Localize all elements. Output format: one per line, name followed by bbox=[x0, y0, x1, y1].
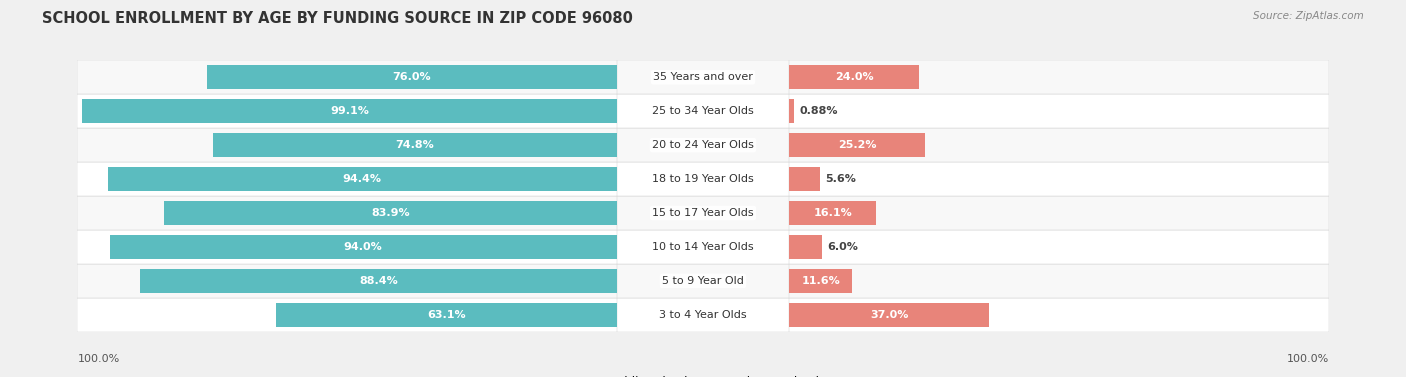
Bar bbox=[789, 196, 1329, 230]
Bar bbox=[141, 269, 617, 293]
Text: 74.8%: 74.8% bbox=[395, 140, 434, 150]
Bar bbox=[789, 264, 1329, 298]
Text: 3 to 4 Year Olds: 3 to 4 Year Olds bbox=[659, 310, 747, 320]
Text: 100.0%: 100.0% bbox=[1286, 354, 1329, 365]
Bar bbox=[789, 162, 1329, 196]
Text: 37.0%: 37.0% bbox=[870, 310, 908, 320]
Text: SCHOOL ENROLLMENT BY AGE BY FUNDING SOURCE IN ZIP CODE 96080: SCHOOL ENROLLMENT BY AGE BY FUNDING SOUR… bbox=[42, 11, 633, 26]
Bar bbox=[789, 94, 1329, 128]
Bar bbox=[77, 94, 617, 128]
Text: 6.0%: 6.0% bbox=[827, 242, 858, 252]
Bar bbox=[82, 99, 617, 123]
Bar bbox=[617, 128, 789, 162]
Bar bbox=[77, 128, 617, 162]
Bar bbox=[617, 196, 789, 230]
Text: 25 to 34 Year Olds: 25 to 34 Year Olds bbox=[652, 106, 754, 116]
Text: 76.0%: 76.0% bbox=[392, 72, 432, 82]
Bar bbox=[277, 303, 617, 326]
Bar bbox=[107, 167, 617, 191]
Bar bbox=[789, 201, 876, 225]
Bar bbox=[789, 298, 1329, 332]
Bar bbox=[617, 264, 789, 298]
Bar bbox=[165, 201, 617, 225]
Bar bbox=[789, 60, 1329, 94]
Bar bbox=[77, 230, 617, 264]
Bar bbox=[617, 162, 789, 196]
Bar bbox=[789, 128, 1329, 162]
Bar bbox=[207, 66, 617, 89]
Text: 25.2%: 25.2% bbox=[838, 140, 876, 150]
Bar bbox=[789, 167, 820, 191]
Bar bbox=[789, 133, 925, 157]
Text: 0.88%: 0.88% bbox=[800, 106, 838, 116]
Bar bbox=[617, 298, 789, 332]
Bar bbox=[789, 303, 988, 326]
Text: 83.9%: 83.9% bbox=[371, 208, 409, 218]
Text: 94.4%: 94.4% bbox=[343, 174, 381, 184]
Bar bbox=[617, 230, 789, 264]
Text: 100.0%: 100.0% bbox=[77, 354, 120, 365]
Text: 88.4%: 88.4% bbox=[359, 276, 398, 286]
Bar bbox=[214, 133, 617, 157]
Bar bbox=[789, 269, 852, 293]
Text: 94.0%: 94.0% bbox=[344, 242, 382, 252]
Text: 16.1%: 16.1% bbox=[813, 208, 852, 218]
Bar bbox=[77, 196, 617, 230]
Bar bbox=[789, 230, 1329, 264]
Text: Source: ZipAtlas.com: Source: ZipAtlas.com bbox=[1253, 11, 1364, 21]
Bar bbox=[617, 60, 789, 94]
Legend: Public School, Private School: Public School, Private School bbox=[582, 371, 824, 377]
Text: 11.6%: 11.6% bbox=[801, 276, 839, 286]
Bar bbox=[789, 66, 918, 89]
Bar bbox=[77, 60, 617, 94]
Bar bbox=[789, 235, 821, 259]
Text: 99.1%: 99.1% bbox=[330, 106, 368, 116]
Text: 24.0%: 24.0% bbox=[835, 72, 873, 82]
Bar bbox=[77, 298, 617, 332]
Bar bbox=[77, 264, 617, 298]
Text: 15 to 17 Year Olds: 15 to 17 Year Olds bbox=[652, 208, 754, 218]
Bar bbox=[789, 99, 794, 123]
Text: 10 to 14 Year Olds: 10 to 14 Year Olds bbox=[652, 242, 754, 252]
Bar bbox=[77, 162, 617, 196]
Text: 5 to 9 Year Old: 5 to 9 Year Old bbox=[662, 276, 744, 286]
Text: 5.6%: 5.6% bbox=[825, 174, 856, 184]
Bar bbox=[110, 235, 617, 259]
Text: 18 to 19 Year Olds: 18 to 19 Year Olds bbox=[652, 174, 754, 184]
Bar bbox=[617, 94, 789, 128]
Text: 63.1%: 63.1% bbox=[427, 310, 465, 320]
Text: 35 Years and over: 35 Years and over bbox=[652, 72, 754, 82]
Text: 20 to 24 Year Olds: 20 to 24 Year Olds bbox=[652, 140, 754, 150]
